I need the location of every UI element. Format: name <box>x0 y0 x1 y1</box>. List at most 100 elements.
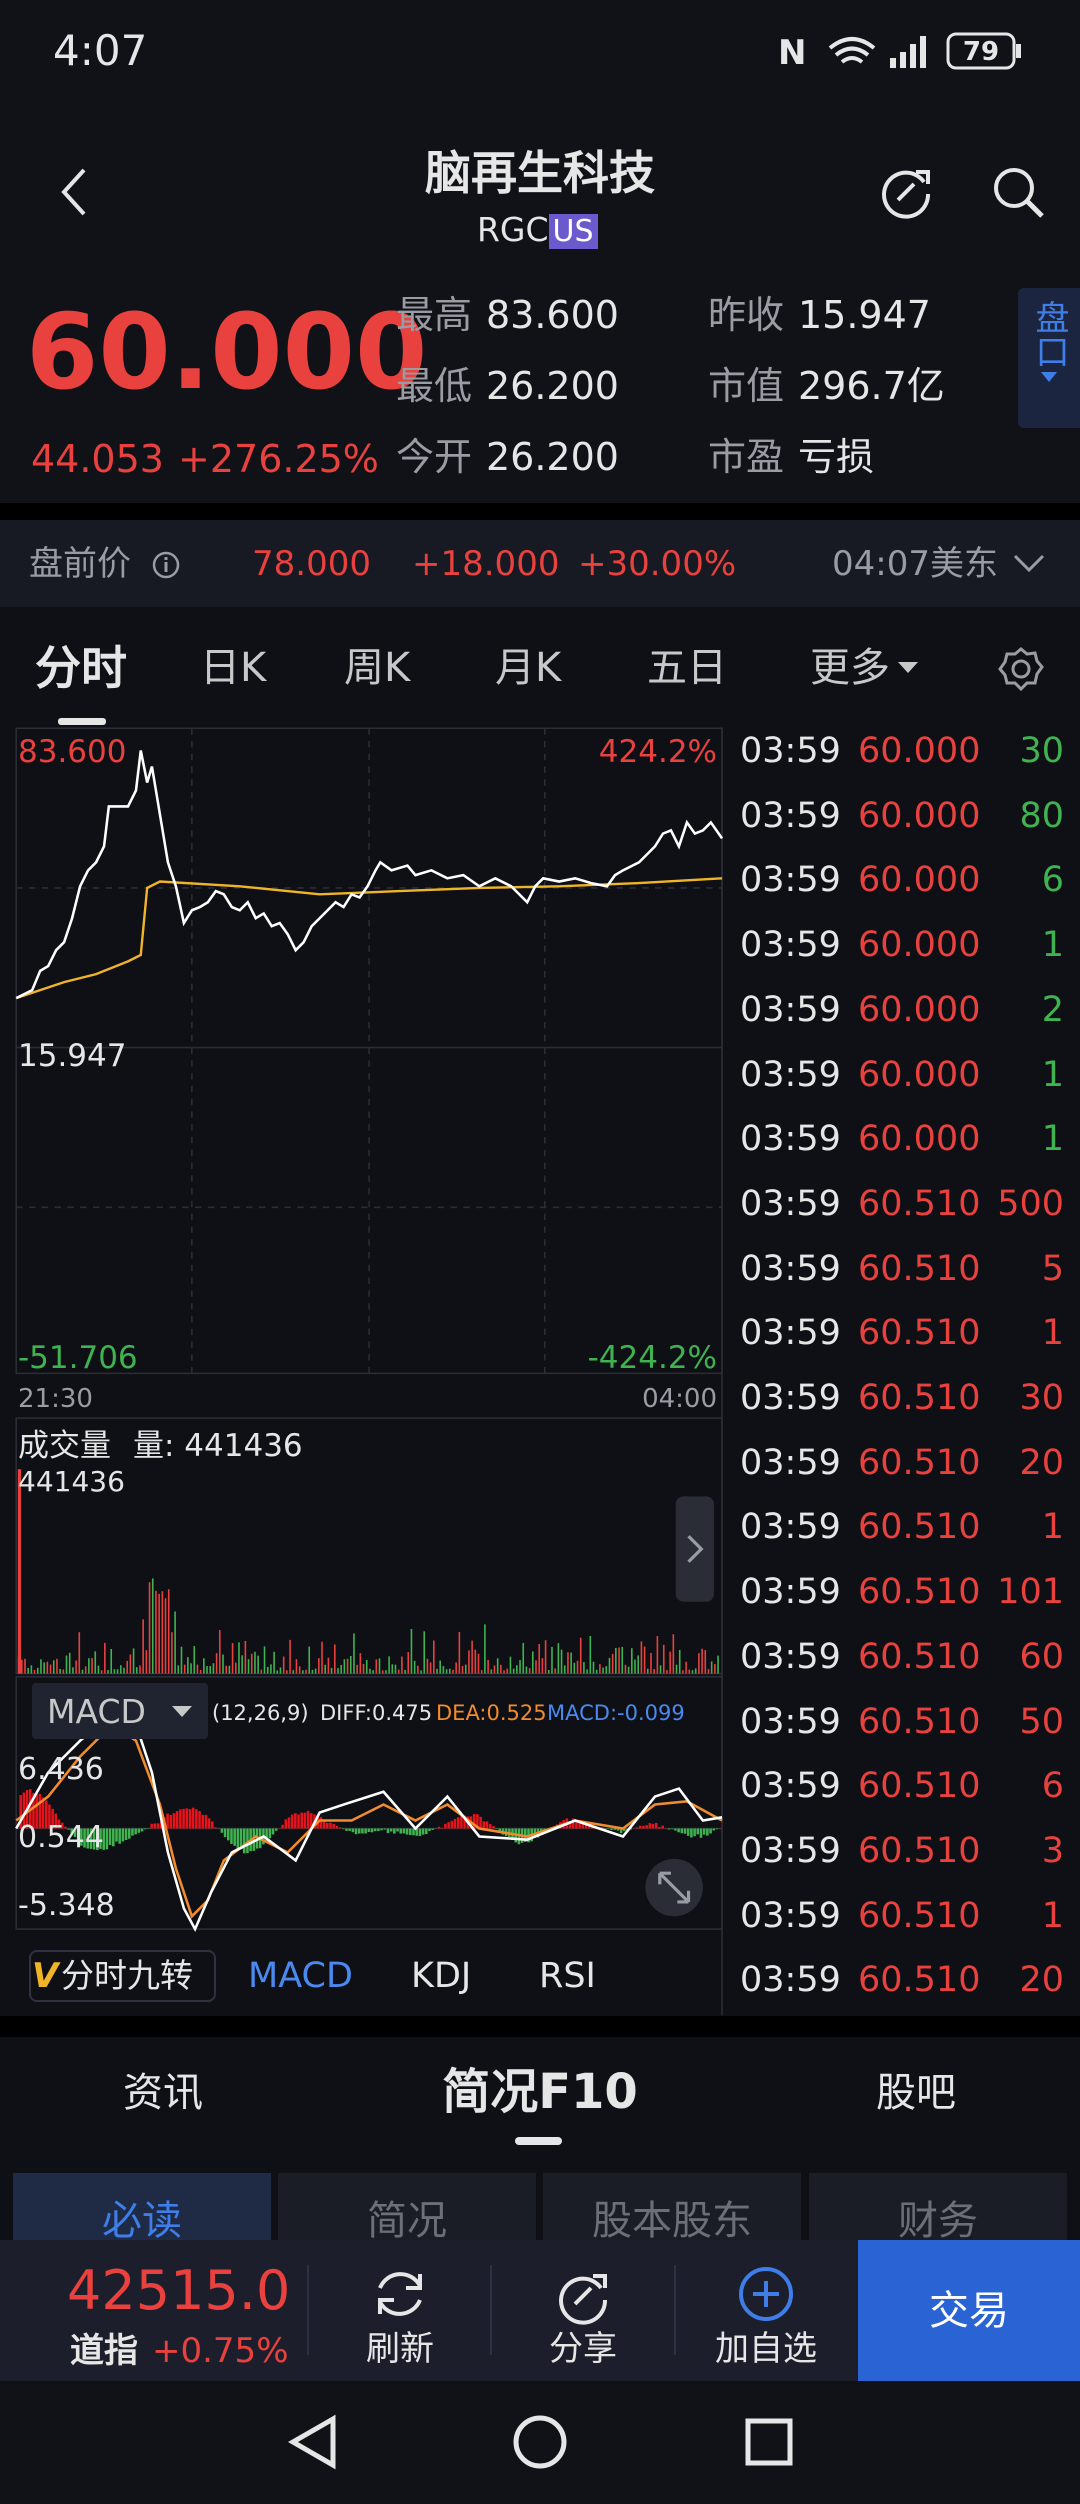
bar-shape <box>407 1652 410 1674</box>
bar-shape <box>500 1664 502 1674</box>
bar-shape <box>281 1824 284 1829</box>
action-label[interactable]: 分享 <box>549 2329 617 2369</box>
action-label[interactable]: 加自选 <box>715 2329 817 2369</box>
chevron-down[interactable] <box>1012 552 1046 576</box>
bar-shape <box>199 1669 202 1674</box>
bar-shape <box>182 1808 185 1829</box>
tab[interactable]: 五日 <box>647 645 727 691</box>
bar-shape <box>468 1650 470 1674</box>
handle-arrow <box>687 1535 704 1563</box>
indicator-tab[interactable]: RSI <box>539 1956 596 1996</box>
trade-volume: 30 <box>1019 1378 1064 1418</box>
indicator-tab[interactable]: 分时九转 <box>61 1956 193 1995</box>
tab[interactable]: 更多 <box>810 645 890 691</box>
bar-shape <box>326 1822 329 1829</box>
bar-shape <box>20 1659 23 1674</box>
settings-icon[interactable] <box>998 646 1044 692</box>
bar-shape <box>211 1821 214 1829</box>
bar-shape <box>471 1640 473 1674</box>
bar-shape <box>627 1666 630 1674</box>
bar-shape <box>252 1828 256 1851</box>
section-tab[interactable]: 股吧 <box>876 2070 956 2116</box>
bar-shape <box>54 1813 58 1829</box>
bar-shape <box>658 1827 661 1829</box>
indicator-tab[interactable]: KDJ <box>411 1956 472 1996</box>
stat-value: 亏损 <box>798 435 875 479</box>
bar-shape <box>602 1667 604 1674</box>
bar-shape <box>717 1655 719 1674</box>
trade-price: 60.510 <box>858 1183 981 1224</box>
bar-shape <box>118 1828 121 1844</box>
indicator-tab[interactable]: MACD <box>248 1956 353 1996</box>
bar-shape <box>314 1668 317 1674</box>
tab[interactable]: 月K <box>495 645 562 691</box>
trade-time: 03:59 <box>740 989 841 1030</box>
bar-shape <box>219 1630 221 1674</box>
bar-shape <box>490 1669 493 1674</box>
refresh-icon[interactable] <box>876 160 936 220</box>
bar-shape <box>284 1819 288 1829</box>
bar-shape <box>75 1660 77 1674</box>
bar-shape <box>472 1813 476 1829</box>
chart-low: -51.706 <box>18 1340 138 1376</box>
bar-shape <box>651 1823 655 1829</box>
bar-shape <box>396 1828 399 1832</box>
nine-turn-tab[interactable] <box>29 1950 216 2002</box>
bar-shape <box>579 1637 582 1674</box>
bar-shape <box>76 1828 80 1843</box>
trade-time: 03:59 <box>740 1248 841 1289</box>
bar-shape <box>714 1664 716 1674</box>
nav-back[interactable] <box>287 2414 336 2470</box>
bar-shape <box>401 1656 403 1674</box>
trade-price: 60.000 <box>858 795 981 836</box>
bar-shape <box>338 1827 342 1829</box>
index-value[interactable]: 42515.0 <box>67 2259 291 2322</box>
trade-volume: 1 <box>1041 1313 1064 1354</box>
divider <box>674 2265 676 2355</box>
bar-shape <box>254 1651 256 1674</box>
bar-shape <box>418 1828 422 1837</box>
last-price: 60.000 <box>26 291 428 413</box>
bar-shape <box>48 1804 51 1829</box>
bar-shape <box>670 1828 674 1830</box>
nav-recents[interactable] <box>745 2418 793 2466</box>
side-tab[interactable]: 盘口 <box>1018 288 1080 428</box>
volume-title: 成交量 <box>18 1428 111 1464</box>
action-label[interactable]: 刷新 <box>366 2329 434 2369</box>
trade-button[interactable] <box>858 2240 1080 2381</box>
bar-shape <box>345 1828 348 1831</box>
info-icon[interactable] <box>151 550 181 580</box>
bar-shape <box>127 1828 131 1839</box>
bar-shape <box>116 1669 119 1674</box>
back-button[interactable] <box>58 166 90 218</box>
trade-time: 03:59 <box>740 1507 841 1548</box>
bar-shape <box>694 1668 697 1674</box>
tab-active[interactable]: 分时 <box>35 641 127 695</box>
trade-volume: 30 <box>1019 731 1064 771</box>
ticker: RGC <box>477 210 549 249</box>
tab[interactable]: 日K <box>200 645 267 691</box>
bar-shape <box>369 1668 371 1674</box>
tab[interactable]: 周K <box>344 645 411 691</box>
section-underline <box>515 2137 562 2145</box>
bar-shape <box>412 1828 415 1836</box>
bar-shape <box>364 1828 367 1834</box>
bar-shape <box>458 1631 461 1674</box>
section-tab[interactable]: 资讯 <box>123 2070 203 2116</box>
bar-shape <box>509 1656 512 1674</box>
search-icon[interactable] <box>990 164 1046 220</box>
nav-home[interactable] <box>513 2415 567 2469</box>
bar-shape <box>113 1669 116 1674</box>
bar-shape <box>179 1809 182 1829</box>
bar-shape <box>227 1828 230 1841</box>
bar-shape <box>618 1647 620 1674</box>
panel-handle[interactable] <box>675 1496 715 1602</box>
bar-shape <box>230 1828 233 1844</box>
bar-shape <box>134 1828 137 1835</box>
bar-shape <box>691 1670 694 1674</box>
bar-shape <box>586 1669 588 1674</box>
header-bg <box>0 0 1080 503</box>
bar-shape <box>239 1828 243 1850</box>
bar-shape <box>289 1639 291 1674</box>
section-tab-active[interactable]: 简况F10 <box>442 2064 638 2120</box>
